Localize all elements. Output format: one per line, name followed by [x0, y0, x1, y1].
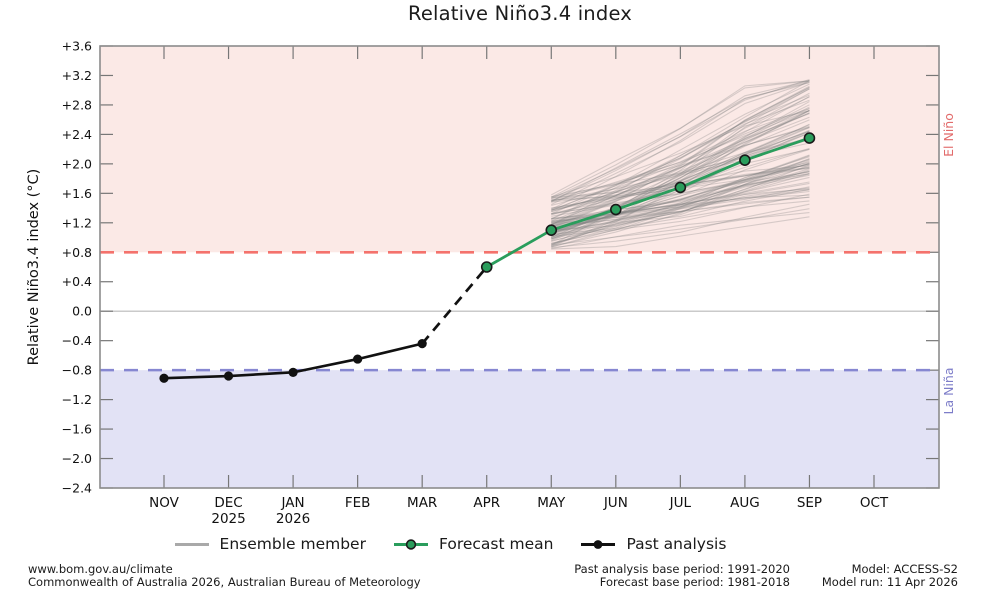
chart-legend: Ensemble member Forecast mean Past analy… — [0, 533, 920, 555]
svg-text:−0.4: −0.4 — [62, 333, 92, 348]
nino34-index-chart: +3.6 +3.2 +2.8 +2.4 +2.0 +1.6 +1.2 +0.8 +0.4 0.0 −… — [26, 39, 956, 528]
y-axis-title: Relative Niño3.4 index (°C) — [26, 169, 42, 366]
svg-text:+1.6: +1.6 — [62, 186, 92, 201]
el-nino-region-label: El Niño — [941, 113, 956, 157]
svg-text:2025: 2025 — [211, 511, 245, 527]
svg-text:−1.2: −1.2 — [62, 392, 92, 407]
svg-text:+2.0: +2.0 — [62, 156, 92, 171]
past-to-forecast-dashed-line — [421, 266, 488, 345]
ensemble-member-lines — [551, 79, 810, 250]
legend-label-ensemble-member: Ensemble member — [219, 535, 366, 553]
svg-text:−0.8: −0.8 — [62, 363, 92, 378]
forecast-mean-line-icon — [393, 538, 428, 550]
footer-source-block: www.bom.gov.au/climate Commonwealth of A… — [28, 563, 421, 589]
y-axis-labels: +3.6 +3.2 +2.8 +2.4 +2.0 +1.6 +1.2 +0.8 +0.4 0.0 −… — [62, 39, 92, 496]
svg-text:−2.0: −2.0 — [62, 451, 92, 466]
svg-text:−2.4: −2.4 — [62, 481, 92, 496]
legend-item-ensemble-member: Ensemble member — [174, 535, 366, 553]
svg-text:−1.6: −1.6 — [62, 422, 92, 437]
axis-ticks — [100, 45, 939, 489]
legend-label-forecast-mean: Forecast mean — [438, 535, 554, 553]
svg-text:+0.8: +0.8 — [62, 245, 92, 260]
legend-item-forecast-mean: Forecast mean — [393, 535, 553, 553]
svg-text:+3.6: +3.6 — [62, 39, 92, 54]
svg-text:+3.2: +3.2 — [62, 68, 92, 83]
footer-model-block: Model: ACCESS-S2 Model run: 11 Apr 2026 — [822, 563, 958, 589]
plot-frame — [99, 45, 940, 489]
svg-text:JAN: JAN — [281, 495, 305, 511]
svg-text:2026: 2026 — [276, 511, 310, 527]
footer-base-periods-block: Past analysis base period: 1991-2020 For… — [574, 563, 790, 589]
svg-text:JUN: JUN — [603, 495, 628, 511]
svg-text:AUG: AUG — [730, 495, 760, 511]
chart-title: Relative Niño3.4 index — [407, 2, 633, 25]
svg-text:OCT: OCT — [860, 495, 889, 511]
svg-text:+2.4: +2.4 — [62, 127, 92, 142]
svg-text:JUL: JUL — [669, 495, 692, 511]
el-nino-region — [100, 46, 939, 253]
footer-model-name: Model: ACCESS-S2 — [851, 562, 958, 576]
footer-model-run-date: Model run: 11 Apr 2026 — [821, 575, 958, 589]
la-nina-region — [100, 370, 939, 488]
svg-text:MAR: MAR — [407, 495, 437, 511]
svg-text:0.0: 0.0 — [72, 304, 92, 319]
legend-item-past-analysis: Past analysis — [580, 535, 726, 553]
past-analysis-line — [159, 339, 427, 383]
svg-text:APR: APR — [473, 495, 500, 511]
footer-past-base-period: Past analysis base period: 1991-2020 — [574, 562, 790, 576]
svg-text:+0.4: +0.4 — [62, 274, 92, 289]
svg-text:NOV: NOV — [149, 495, 179, 511]
past-analysis-line-icon — [581, 539, 616, 549]
forecast-mean-line — [480, 132, 816, 273]
svg-text:+1.2: +1.2 — [62, 215, 92, 230]
ensemble-member-line-icon — [174, 542, 209, 546]
threshold-regions — [100, 46, 939, 488]
svg-text:+2.8: +2.8 — [62, 97, 92, 112]
la-nina-region-label: La Niña — [941, 367, 956, 414]
svg-text:FEB: FEB — [345, 495, 371, 511]
svg-text:MAY: MAY — [537, 495, 566, 511]
footer-copyright: Commonwealth of Australia 2026, Australi… — [28, 575, 421, 589]
svg-text:SEP: SEP — [797, 495, 822, 511]
footer-forecast-base-period: Forecast base period: 1981-2018 — [599, 575, 790, 589]
svg-text:DEC: DEC — [214, 495, 242, 511]
footer-url: www.bom.gov.au/climate — [28, 562, 173, 576]
legend-label-past-analysis: Past analysis — [626, 535, 727, 553]
